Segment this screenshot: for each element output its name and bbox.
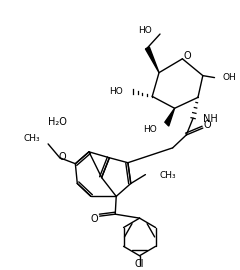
Polygon shape — [145, 47, 159, 73]
Text: HO: HO — [143, 124, 157, 134]
Text: Cl: Cl — [135, 259, 144, 269]
Text: CH₃: CH₃ — [159, 171, 176, 180]
Text: HO: HO — [138, 26, 152, 35]
Text: NH: NH — [203, 114, 218, 124]
Text: O: O — [204, 120, 211, 130]
Text: O: O — [183, 51, 191, 61]
Text: HO: HO — [109, 87, 123, 96]
Text: O: O — [90, 214, 98, 224]
Polygon shape — [165, 108, 175, 126]
Text: OH: OH — [222, 73, 236, 82]
Text: H₂O: H₂O — [48, 117, 67, 127]
Text: O: O — [59, 152, 66, 162]
Text: CH₃: CH₃ — [24, 134, 40, 143]
